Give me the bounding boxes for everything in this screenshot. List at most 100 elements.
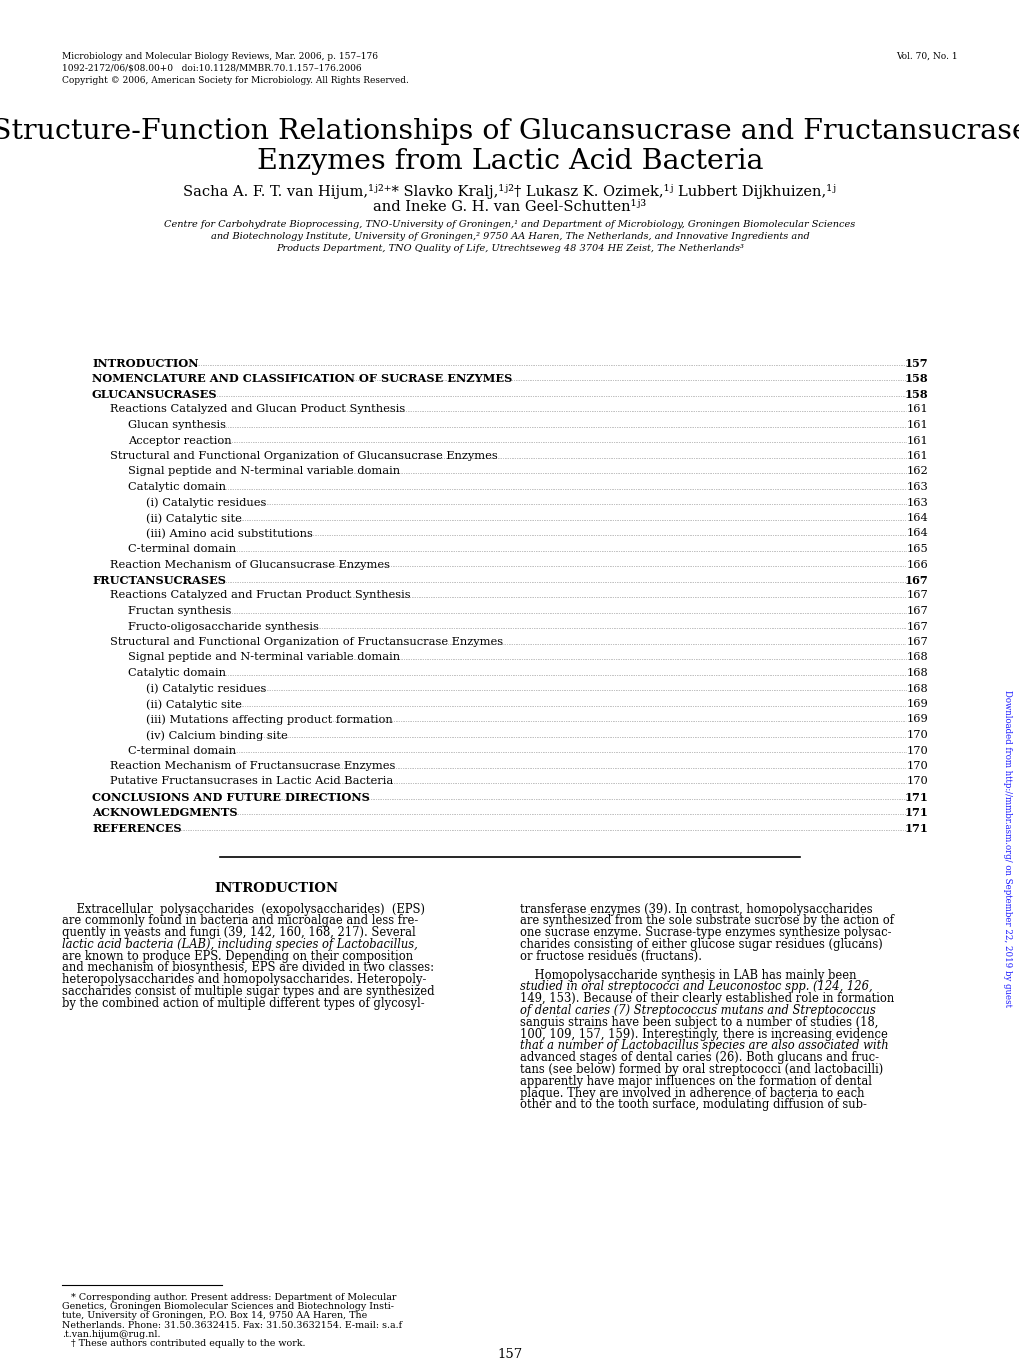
Text: Fructo-oligosaccharide synthesis: Fructo-oligosaccharide synthesis [127,621,319,632]
Text: Signal peptide and N-terminal variable domain: Signal peptide and N-terminal variable d… [127,467,399,476]
Text: plaque. They are involved in adherence of bacteria to each: plaque. They are involved in adherence o… [520,1087,864,1100]
Text: saccharides consist of multiple sugar types and are synthesized: saccharides consist of multiple sugar ty… [62,986,434,998]
Text: 167: 167 [905,637,927,647]
Text: 163: 163 [905,497,927,508]
Text: 157: 157 [904,358,927,369]
Text: 100, 109, 157, 159). Interestingly, there is increasing evidence: 100, 109, 157, 159). Interestingly, ther… [520,1028,887,1040]
Text: lactic acid bacteria (LAB), including species of Lactobacillus,: lactic acid bacteria (LAB), including sp… [62,938,418,951]
Text: 158: 158 [904,389,927,400]
Text: Glucan synthesis: Glucan synthesis [127,420,226,430]
Text: Catalytic domain: Catalytic domain [127,482,226,491]
Text: Products Department, TNO Quality of Life, Utrechtseweg 48 3704 HE Zeist, The Net: Products Department, TNO Quality of Life… [276,244,743,253]
Text: 167: 167 [905,591,927,601]
Text: heteropolysaccharides and homopolysaccharides. Heteropoly-: heteropolysaccharides and homopolysaccha… [62,973,426,987]
Text: 169: 169 [905,699,927,708]
Text: 168: 168 [905,652,927,662]
Text: 165: 165 [905,545,927,554]
Text: Putative Fructansucrases in Lactic Acid Bacteria: Putative Fructansucrases in Lactic Acid … [110,777,393,786]
Text: Sacha A. F. T. van Hijum,¹ʲ²⁺* Slavko Kralj,¹ʲ²† Lukasz K. Ozimek,¹ʲ Lubbert Dij: Sacha A. F. T. van Hijum,¹ʲ²⁺* Slavko Kr… [183,184,836,199]
Text: 157: 157 [497,1349,522,1361]
Text: (iv) Calcium binding site: (iv) Calcium binding site [146,730,287,741]
Text: studied in oral streptococci and Leuconostoc spp. (124, 126,: studied in oral streptococci and Leucono… [520,980,872,994]
Text: INTRODUCTION: INTRODUCTION [92,358,199,369]
Text: 170: 170 [905,762,927,771]
Text: 161: 161 [905,404,927,415]
Text: tute, University of Groningen, P.O. Box 14, 9750 AA Haren, The: tute, University of Groningen, P.O. Box … [62,1312,367,1320]
Text: .t.van.hijum@rug.nl.: .t.van.hijum@rug.nl. [62,1330,160,1339]
Text: 168: 168 [905,684,927,693]
Text: advanced stages of dental caries (26). Both glucans and fruc-: advanced stages of dental caries (26). B… [520,1051,878,1065]
Text: C-terminal domain: C-terminal domain [127,545,235,554]
Text: quently in yeasts and fungi (39, 142, 160, 168, 217). Several: quently in yeasts and fungi (39, 142, 16… [62,925,416,939]
Text: (i) Catalytic residues: (i) Catalytic residues [146,684,266,693]
Text: ACKNOWLEDGMENTS: ACKNOWLEDGMENTS [92,808,237,819]
Text: REFERENCES: REFERENCES [92,823,181,834]
Text: by the combined action of multiple different types of glycosyl-: by the combined action of multiple diffe… [62,996,424,1010]
Text: Netherlands. Phone: 31.50.3632415. Fax: 31.50.3632154. E-mail: s.a.f: Netherlands. Phone: 31.50.3632415. Fax: … [62,1320,401,1330]
Text: Homopolysaccharide synthesis in LAB has mainly been: Homopolysaccharide synthesis in LAB has … [520,969,856,981]
Text: Reaction Mechanism of Fructansucrase Enzymes: Reaction Mechanism of Fructansucrase Enz… [110,762,395,771]
Text: * Corresponding author. Present address: Department of Molecular: * Corresponding author. Present address:… [62,1293,396,1302]
Text: Reactions Catalyzed and Glucan Product Synthesis: Reactions Catalyzed and Glucan Product S… [110,404,405,415]
Text: transferase enzymes (39). In contrast, homopolysaccharides: transferase enzymes (39). In contrast, h… [520,902,872,916]
Text: Fructan synthesis: Fructan synthesis [127,606,231,616]
Text: NOMENCLATURE AND CLASSIFICATION OF SUCRASE ENZYMES: NOMENCLATURE AND CLASSIFICATION OF SUCRA… [92,374,512,385]
Text: Reactions Catalyzed and Fructan Product Synthesis: Reactions Catalyzed and Fructan Product … [110,591,411,601]
Text: GLUCANSUCRASES: GLUCANSUCRASES [92,389,217,400]
Text: 167: 167 [905,621,927,632]
Text: † These authors contributed equally to the work.: † These authors contributed equally to t… [62,1339,306,1349]
Text: 170: 170 [905,777,927,786]
Text: and Biotechnology Institute, University of Groningen,² 9750 AA Haren, The Nether: and Biotechnology Institute, University … [210,232,809,242]
Text: Catalytic domain: Catalytic domain [127,667,226,678]
Text: (ii) Catalytic site: (ii) Catalytic site [146,699,242,710]
Text: and mechanism of biosynthesis, EPS are divided in two classes:: and mechanism of biosynthesis, EPS are d… [62,961,433,975]
Text: INTRODUCTION: INTRODUCTION [214,883,337,895]
Text: 164: 164 [905,528,927,539]
Text: 169: 169 [905,714,927,725]
Text: Acceptor reaction: Acceptor reaction [127,435,231,445]
Text: other and to the tooth surface, modulating diffusion of sub-: other and to the tooth surface, modulati… [520,1099,866,1111]
Text: are known to produce EPS. Depending on their composition: are known to produce EPS. Depending on t… [62,950,413,962]
Text: apparently have major influences on the formation of dental: apparently have major influences on the … [520,1074,871,1088]
Text: 167: 167 [904,575,927,586]
Text: CONCLUSIONS AND FUTURE DIRECTIONS: CONCLUSIONS AND FUTURE DIRECTIONS [92,792,370,803]
Text: 161: 161 [905,435,927,445]
Text: are synthesized from the sole substrate sucrose by the action of: are synthesized from the sole substrate … [520,915,893,927]
Text: C-terminal domain: C-terminal domain [127,745,235,755]
Text: Structure-Function Relationships of Glucansucrase and Fructansucrase: Structure-Function Relationships of Gluc… [0,117,1019,145]
Text: 161: 161 [905,450,927,461]
Text: Signal peptide and N-terminal variable domain: Signal peptide and N-terminal variable d… [127,652,399,662]
Text: 166: 166 [905,560,927,569]
Text: are commonly found in bacteria and microalgae and less fre-: are commonly found in bacteria and micro… [62,915,418,927]
Text: 167: 167 [905,606,927,616]
Text: 171: 171 [903,808,927,819]
Text: tans (see below) formed by oral streptococci (and lactobacilli): tans (see below) formed by oral streptoc… [520,1063,882,1076]
Text: Copyright © 2006, American Society for Microbiology. All Rights Reserved.: Copyright © 2006, American Society for M… [62,76,409,85]
Text: sanguis strains have been subject to a number of studies (18,: sanguis strains have been subject to a n… [520,1016,877,1029]
Text: Structural and Functional Organization of Glucansucrase Enzymes: Structural and Functional Organization o… [110,450,497,461]
Text: or fructose residues (fructans).: or fructose residues (fructans). [520,950,701,962]
Text: of dental caries (7) Streptococcus mutans and Streptococcus: of dental caries (7) Streptococcus mutan… [520,1005,875,1017]
Text: Enzymes from Lactic Acid Bacteria: Enzymes from Lactic Acid Bacteria [257,147,762,175]
Text: Downloaded from http://mmbr.asm.org/ on September 22, 2019 by guest: Downloaded from http://mmbr.asm.org/ on … [1003,689,1012,1007]
Text: and Ineke G. H. van Geel-Schutten¹ʲ³: and Ineke G. H. van Geel-Schutten¹ʲ³ [373,201,646,214]
Text: 171: 171 [903,792,927,803]
Text: FRUCTANSUCRASES: FRUCTANSUCRASES [92,575,225,586]
Text: 170: 170 [905,730,927,740]
Text: 163: 163 [905,482,927,491]
Text: 171: 171 [903,823,927,834]
Text: that a number of Lactobacillus species are also associated with: that a number of Lactobacillus species a… [520,1039,888,1052]
Text: Vol. 70, No. 1: Vol. 70, No. 1 [896,52,957,61]
Text: 158: 158 [904,374,927,385]
Text: 149, 153). Because of their clearly established role in formation: 149, 153). Because of their clearly esta… [520,992,894,1005]
Text: Centre for Carbohydrate Bioprocessing, TNO-University of Groningen,¹ and Departm: Centre for Carbohydrate Bioprocessing, T… [164,220,855,229]
Text: Structural and Functional Organization of Fructansucrase Enzymes: Structural and Functional Organization o… [110,637,502,647]
Text: (ii) Catalytic site: (ii) Catalytic site [146,513,242,524]
Text: Genetics, Groningen Biomolecular Sciences and Biotechnology Insti-: Genetics, Groningen Biomolecular Science… [62,1302,393,1312]
Text: 1092-2172/06/$08.00+0   doi:10.1128/MMBR.70.1.157–176.2006: 1092-2172/06/$08.00+0 doi:10.1128/MMBR.7… [62,64,362,72]
Text: (iii) Mutations affecting product formation: (iii) Mutations affecting product format… [146,714,392,725]
Text: 164: 164 [905,513,927,523]
Text: charides consisting of either glucose sugar residues (glucans): charides consisting of either glucose su… [520,938,881,951]
Text: Reaction Mechanism of Glucansucrase Enzymes: Reaction Mechanism of Glucansucrase Enzy… [110,560,389,569]
Text: Extracellular  polysaccharides  (exopolysaccharides)  (EPS): Extracellular polysaccharides (exopolysa… [62,902,425,916]
